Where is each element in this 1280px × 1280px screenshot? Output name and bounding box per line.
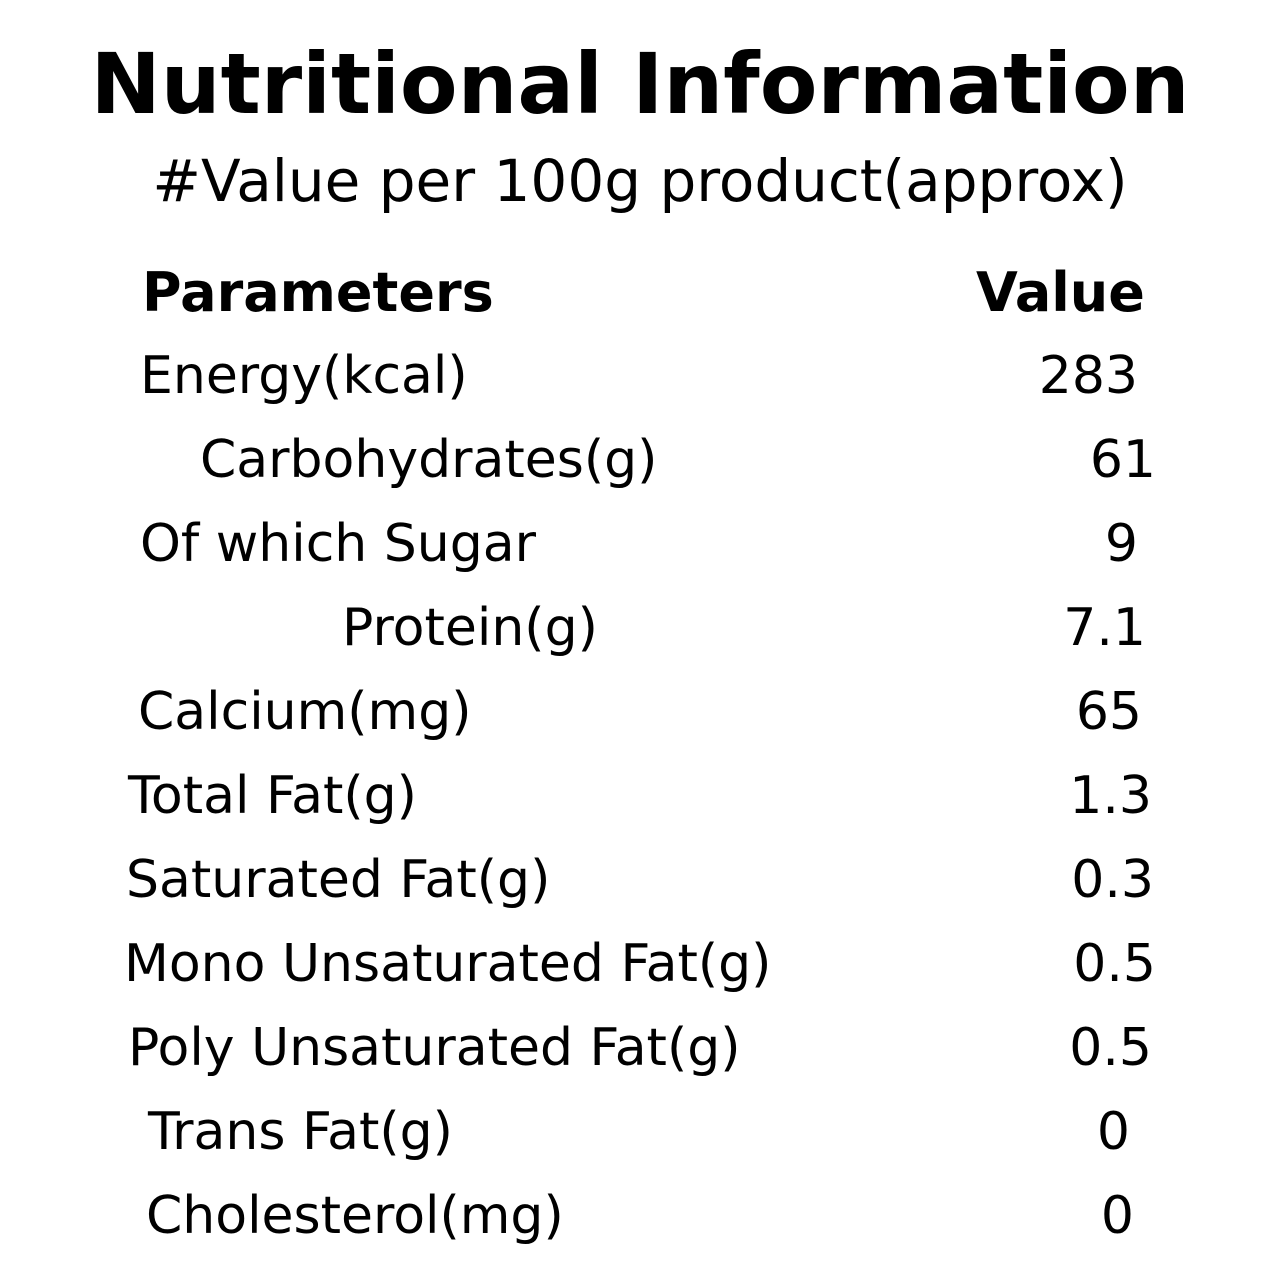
- header-value: Value: [976, 261, 1145, 324]
- row-parameter: Carbohydrates(g): [200, 430, 658, 490]
- row-value: 1.3: [1069, 766, 1152, 826]
- row-parameter: Energy(kcal): [140, 346, 468, 406]
- row-value: 7.1: [1063, 598, 1146, 658]
- row-value: 0.5: [1069, 1018, 1152, 1078]
- row-parameter: Calcium(mg): [138, 682, 472, 742]
- row-parameter: Of which Sugar: [140, 514, 536, 574]
- row-value: 0.3: [1071, 850, 1154, 910]
- row-value: 0: [1096, 1102, 1130, 1162]
- row-parameter: Cholesterol(mg): [146, 1186, 564, 1246]
- row-parameter: Total Fat(g): [128, 766, 417, 826]
- row-value: 61: [1089, 430, 1156, 490]
- header-parameters: Parameters: [142, 261, 494, 324]
- row-value: 9: [1104, 514, 1138, 574]
- row-parameter: Trans Fat(g): [148, 1102, 453, 1162]
- row-value: 65: [1075, 682, 1142, 742]
- row-parameter: Protein(g): [342, 598, 598, 658]
- page-title: Nutritional Information: [90, 35, 1190, 133]
- row-value: 0: [1100, 1186, 1134, 1246]
- row-parameter: Poly Unsaturated Fat(g): [128, 1018, 741, 1078]
- row-parameter: Saturated Fat(g): [126, 850, 551, 910]
- row-value: 0.5: [1073, 934, 1156, 994]
- row-parameter: Mono Unsaturated Fat(g): [124, 934, 772, 994]
- row-value: 283: [1038, 346, 1138, 406]
- page-subtitle: #Value per 100g product(approx): [152, 147, 1128, 215]
